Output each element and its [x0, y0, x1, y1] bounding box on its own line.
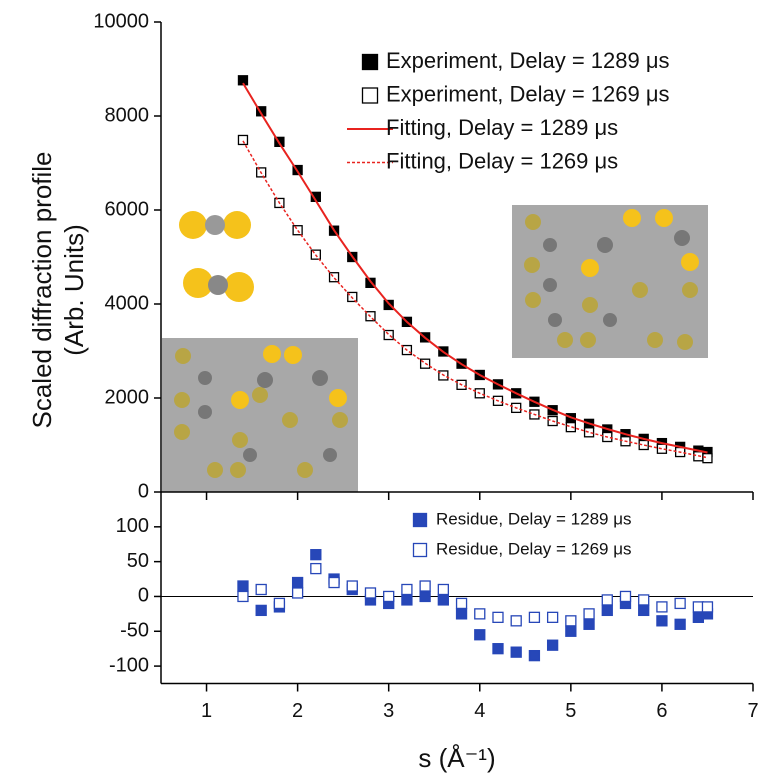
- crystal-inset: [512, 205, 708, 358]
- marker: [455, 608, 468, 620]
- marker: [455, 597, 468, 610]
- atoms: [174, 348, 348, 478]
- y-tick-label: 6000: [105, 198, 150, 220]
- marker: [656, 601, 668, 613]
- marker: [492, 643, 504, 655]
- marker: [412, 542, 428, 558]
- molecule: [179, 211, 251, 239]
- marker: [638, 439, 649, 451]
- legend-label: Fitting, Delay = 1269 μs: [386, 148, 618, 173]
- marker: [474, 608, 486, 620]
- marker: [419, 580, 431, 592]
- marker: [401, 594, 413, 606]
- inset-images: [162, 205, 708, 492]
- marker: [565, 625, 577, 637]
- marker: [383, 329, 394, 341]
- marker: [674, 618, 686, 630]
- marker: [291, 576, 304, 589]
- x-tick-label: 7: [747, 700, 758, 722]
- marker: [237, 580, 249, 592]
- crystal-inset: [162, 338, 358, 492]
- x-tick-label: 5: [565, 700, 576, 722]
- marker: [328, 272, 340, 283]
- marker: [565, 615, 577, 627]
- fit-line: [242, 140, 708, 459]
- y-tick-label: 10000: [93, 10, 149, 32]
- y-tick-label: -100: [109, 654, 149, 676]
- legend-label: Residue, Delay = 1269 μs: [436, 539, 632, 558]
- marker: [237, 134, 249, 146]
- marker: [601, 604, 613, 617]
- marker: [474, 629, 486, 641]
- legend-label: Experiment, Delay = 1269 μs: [386, 81, 670, 106]
- marker: [310, 562, 322, 575]
- marker: [528, 611, 541, 623]
- marker: [638, 594, 650, 606]
- marker: [583, 427, 595, 438]
- marker: [583, 608, 595, 620]
- y-tick-label: -50: [120, 620, 149, 642]
- marker: [383, 299, 394, 311]
- marker: [565, 421, 576, 433]
- fit-line: [242, 82, 708, 454]
- marker: [656, 615, 668, 627]
- x-tick-label: 2: [292, 700, 303, 722]
- marker: [674, 597, 686, 610]
- marker: [510, 615, 522, 627]
- marker: [401, 583, 413, 596]
- marker: [346, 580, 358, 592]
- y-tick-label: 50: [127, 550, 149, 572]
- marker: [361, 53, 379, 71]
- marker: [292, 225, 303, 236]
- molecule: [183, 268, 254, 302]
- marker: [492, 611, 504, 623]
- y-tick-label: 4000: [105, 292, 150, 314]
- x-tick-label: 1: [201, 700, 212, 722]
- y-axis-label: Scaled diffraction profile: [27, 151, 57, 428]
- marker: [256, 106, 267, 117]
- y-tick-label: 2000: [105, 386, 150, 408]
- marker: [528, 649, 541, 662]
- x-tick-label: 6: [656, 700, 667, 722]
- legend-label: Experiment, Delay = 1289 μs: [386, 48, 670, 73]
- y-tick-label: 8000: [105, 104, 150, 126]
- marker: [310, 549, 322, 561]
- marker: [638, 604, 650, 617]
- marker: [546, 611, 559, 623]
- legend-label: Fitting, Delay = 1289 μs: [386, 115, 618, 140]
- x-tick-label: 4: [474, 700, 485, 722]
- marker: [361, 87, 379, 104]
- marker: [273, 597, 286, 610]
- marker: [328, 576, 340, 589]
- x-axis-label: s (Å⁻¹): [418, 743, 495, 773]
- marker: [291, 587, 304, 599]
- marker: [656, 443, 668, 454]
- marker: [701, 601, 714, 613]
- marker: [412, 512, 428, 528]
- marker: [619, 590, 632, 603]
- marker: [255, 604, 267, 617]
- marker: [237, 590, 249, 603]
- marker: [510, 646, 522, 658]
- marker: [583, 618, 595, 630]
- marker: [364, 587, 377, 599]
- marker: [437, 594, 449, 606]
- marker: [419, 590, 431, 603]
- y-tick-label: 0: [138, 480, 149, 502]
- y-axis-label: (Arb. Units): [59, 224, 89, 355]
- x-tick-label: 3: [383, 700, 394, 722]
- legend-label: Residue, Delay = 1289 μs: [436, 509, 632, 528]
- marker: [702, 453, 713, 464]
- marker: [383, 590, 395, 603]
- marker: [601, 594, 613, 606]
- marker: [255, 583, 267, 596]
- marker: [437, 583, 449, 596]
- marker: [546, 639, 559, 651]
- y-tick-label: 100: [116, 515, 149, 537]
- y-tick-label: 0: [138, 585, 149, 607]
